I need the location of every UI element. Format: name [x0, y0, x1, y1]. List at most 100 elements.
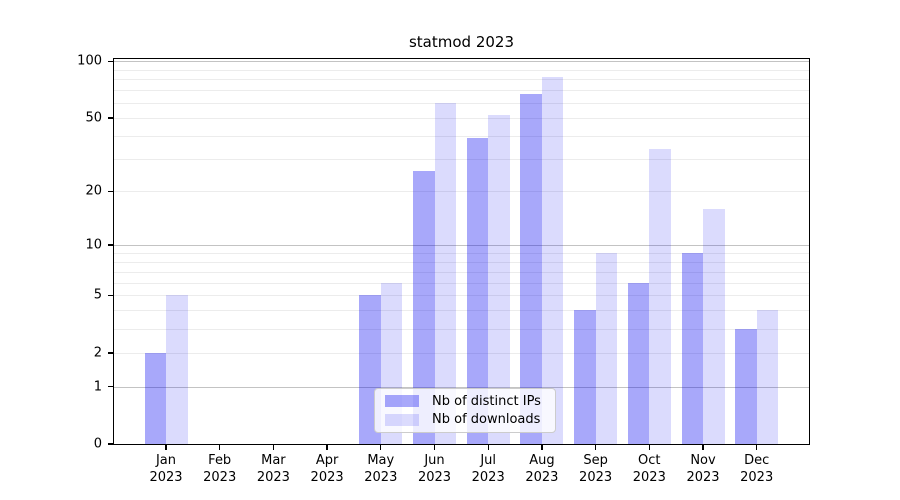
year-label: 2023 — [686, 470, 720, 485]
month-label: Sep — [583, 453, 608, 468]
x-axis-tick — [541, 445, 543, 450]
minor-gridline — [113, 191, 810, 193]
x-axis-tick-label: May 2023 — [351, 452, 411, 486]
x-axis-tick — [487, 445, 489, 450]
month-label: Feb — [208, 453, 232, 468]
bar-distinct-ips-aug — [520, 93, 542, 445]
x-axis-tick-label: Dec 2023 — [727, 452, 787, 486]
month-label: Nov — [690, 453, 716, 468]
major-gridline — [113, 245, 810, 247]
year-label: 2023 — [203, 470, 237, 485]
x-axis-tick — [648, 445, 650, 450]
x-axis-tick — [219, 445, 221, 450]
y-axis-tick — [108, 352, 113, 354]
bar-downloads-nov — [703, 208, 725, 445]
legend-label-downloads: Nb of downloads — [432, 412, 541, 428]
x-axis-tick — [326, 445, 328, 450]
x-axis-tick — [702, 445, 704, 450]
year-label: 2023 — [579, 470, 613, 485]
y-axis-tick — [108, 190, 113, 193]
month-label: Jan — [155, 453, 177, 468]
year-label: 2023 — [740, 470, 774, 485]
x-axis-tick-label: Jun 2023 — [405, 452, 465, 486]
x-axis-tick-label: Feb 2023 — [190, 452, 250, 486]
minor-gridline — [113, 117, 810, 119]
x-axis-tick-label: Aug 2023 — [512, 452, 572, 486]
bar-downloads-jun — [434, 103, 456, 445]
x-axis-tick-label: Nov 2023 — [673, 452, 733, 486]
minor-gridline — [113, 103, 810, 104]
minor-gridline — [113, 352, 810, 354]
legend-label-distinct-ips: Nb of distinct IPs — [432, 393, 541, 409]
month-label: Oct — [638, 453, 661, 468]
x-axis-tick — [433, 445, 436, 450]
bar-distinct-ips-jan — [144, 352, 166, 445]
month-label: May — [367, 453, 395, 468]
year-label: 2023 — [149, 470, 183, 485]
y-axis-tick-label: 20 — [85, 183, 102, 199]
x-axis-tick — [594, 445, 597, 450]
y-axis-tick — [108, 60, 113, 62]
y-axis-tick-label: 50 — [85, 110, 102, 126]
bar-distinct-ips-nov — [681, 253, 703, 445]
x-axis-tick-label: Jul 2023 — [458, 452, 518, 486]
year-label: 2023 — [417, 470, 452, 485]
minor-gridline — [113, 295, 810, 297]
bar-distinct-ips-oct — [627, 282, 650, 445]
y-axis-tick-label: 0 — [93, 436, 102, 452]
year-label: 2023 — [310, 470, 344, 485]
y-axis-tick — [108, 443, 113, 445]
bar-distinct-ips-jul — [466, 138, 489, 445]
minor-gridline — [113, 69, 810, 71]
x-axis-tick — [380, 445, 382, 450]
month-label: Jun — [424, 453, 445, 468]
minor-gridline — [113, 282, 810, 284]
x-axis-tick — [165, 445, 167, 450]
x-axis-tick-label: Oct 2023 — [619, 452, 679, 486]
minor-gridline — [113, 90, 810, 92]
month-label: Mar — [261, 453, 286, 468]
legend-swatch-distinct-ips — [385, 395, 419, 408]
x-axis-tick-label: Jan 2023 — [136, 452, 196, 486]
minor-gridline — [113, 79, 810, 81]
year-label: 2023 — [471, 470, 505, 485]
y-axis-tick — [108, 385, 113, 388]
year-label: 2023 — [632, 470, 666, 485]
x-axis-tick — [756, 445, 758, 450]
x-axis-tick-label: Mar 2023 — [243, 452, 303, 486]
month-label: Apr — [315, 453, 339, 468]
minor-gridline — [113, 253, 810, 254]
y-axis-tick-label: 100 — [77, 53, 102, 69]
legend-swatch-downloads — [385, 413, 419, 426]
bar-downloads-sep — [595, 253, 618, 445]
bar-downloads-oct — [649, 149, 671, 445]
year-label: 2023 — [525, 470, 559, 485]
legend-entry-distinct-ips: Nb of distinct IPs — [383, 392, 547, 411]
x-axis-tick-label: Sep 2023 — [566, 452, 626, 486]
month-label: Jul — [480, 453, 497, 468]
major-gridline — [113, 61, 810, 63]
minor-gridline — [113, 329, 810, 330]
y-axis-tick-label: 2 — [93, 345, 102, 361]
minor-gridline — [113, 310, 810, 312]
year-label: 2023 — [364, 470, 398, 485]
y-axis-tick-label: 1 — [93, 379, 102, 394]
legend-entry-downloads: Nb of downloads — [383, 411, 547, 430]
y-axis-tick — [108, 244, 113, 246]
x-axis-tick — [272, 445, 275, 450]
y-axis-tick — [108, 294, 113, 297]
major-gridline — [113, 386, 810, 388]
y-axis-tick-label: 5 — [93, 287, 102, 303]
y-axis-tick-label: 10 — [85, 237, 102, 253]
bar-downloads-aug — [541, 77, 564, 445]
minor-gridline — [113, 135, 810, 137]
y-axis-tick — [108, 117, 113, 119]
minor-gridline — [113, 271, 810, 273]
year-label: 2023 — [256, 470, 290, 485]
minor-gridline — [113, 159, 810, 161]
legend: Nb of distinct IPs Nb of downloads — [374, 388, 556, 433]
bar-downloads-dec — [756, 310, 779, 445]
bar-distinct-ips-jun — [413, 170, 435, 445]
month-label: Dec — [744, 453, 770, 468]
